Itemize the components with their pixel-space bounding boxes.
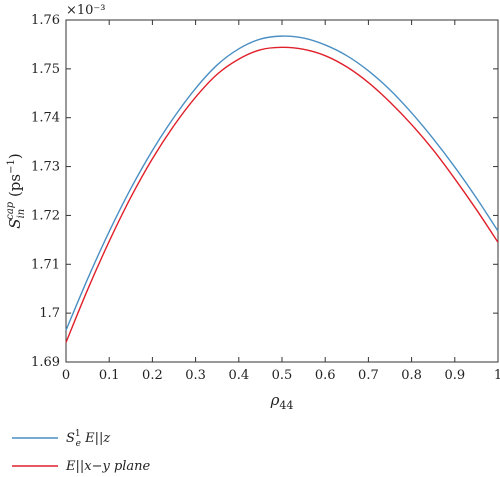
x-tick-label: 0.8 (401, 368, 422, 383)
legend-label-series-2: E||x−y plane (65, 459, 151, 474)
y-axis-ticks: 1.69 1.7 1.71 1.72 1.73 1.74 1.75 1.76 (31, 13, 498, 370)
y-multiplier-label: ×10⁻³ (66, 3, 106, 18)
x-axis-label: ρ44 (270, 391, 294, 412)
x-tick-label: 0.3 (185, 368, 206, 383)
legend-label-series-1: S1 e E||z (66, 429, 110, 449)
series-line-2 (65, 46, 499, 343)
x-tick-label: 0.2 (142, 368, 163, 383)
y-tick-label: 1.69 (31, 355, 60, 370)
y-tick-label: 1.72 (31, 208, 60, 223)
x-tick-label: 0.9 (444, 368, 465, 383)
y-tick-label: 1.74 (31, 111, 60, 126)
series-line-1 (65, 35, 499, 331)
y-tick-label: 1.7 (39, 306, 60, 321)
x-tick-label: 0.6 (315, 368, 336, 383)
y-tick-label: 1.71 (31, 257, 60, 272)
y-tick-label: 1.75 (31, 62, 60, 77)
y-axis-label: Sincap (ps−1) (5, 153, 27, 228)
y-tick-label: 1.73 (31, 160, 60, 175)
x-tick-label: 0.4 (228, 368, 249, 383)
legend: S1 e E||z E||x−y plane (12, 429, 151, 474)
x-tick-label: 0.5 (272, 368, 293, 383)
y-tick-label: 1.76 (31, 13, 60, 28)
series-lines (65, 35, 499, 343)
x-axis-ticks: 0 0.1 0.2 0.3 0.4 0.5 0.6 0.7 0.8 0.9 1 (62, 20, 500, 383)
x-tick-label: 1 (494, 368, 500, 383)
x-tick-label: 0.1 (99, 368, 120, 383)
x-tick-label: 0.7 (358, 368, 379, 383)
x-tick-label: 0 (62, 368, 70, 383)
plot-frame (65, 19, 499, 363)
